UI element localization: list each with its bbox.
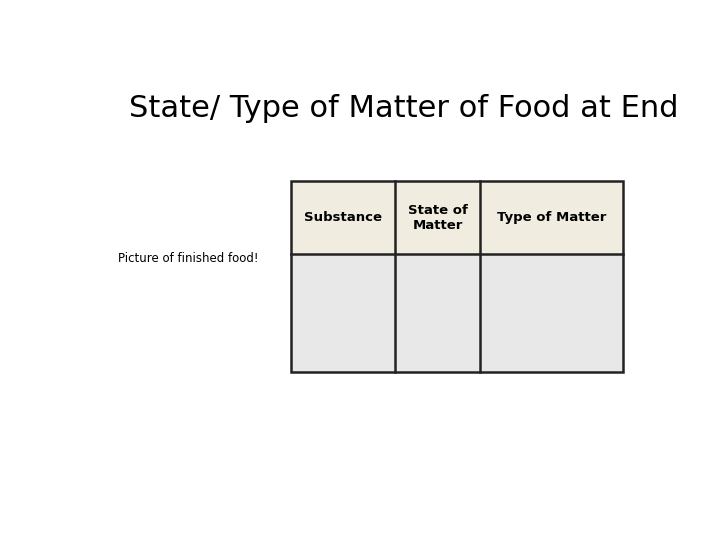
Bar <box>291 254 395 373</box>
Text: Type of Matter: Type of Matter <box>497 211 606 224</box>
Text: Picture of finished food!: Picture of finished food! <box>118 252 258 265</box>
Text: State/ Type of Matter of Food at End: State/ Type of Matter of Food at End <box>129 94 678 123</box>
Text: Substance: Substance <box>304 211 382 224</box>
Bar <box>291 181 623 373</box>
Bar <box>291 181 395 254</box>
Bar <box>395 181 480 254</box>
Bar <box>395 254 480 373</box>
Bar <box>480 181 623 254</box>
Text: State of
Matter: State of Matter <box>408 204 468 232</box>
Bar <box>480 254 623 373</box>
